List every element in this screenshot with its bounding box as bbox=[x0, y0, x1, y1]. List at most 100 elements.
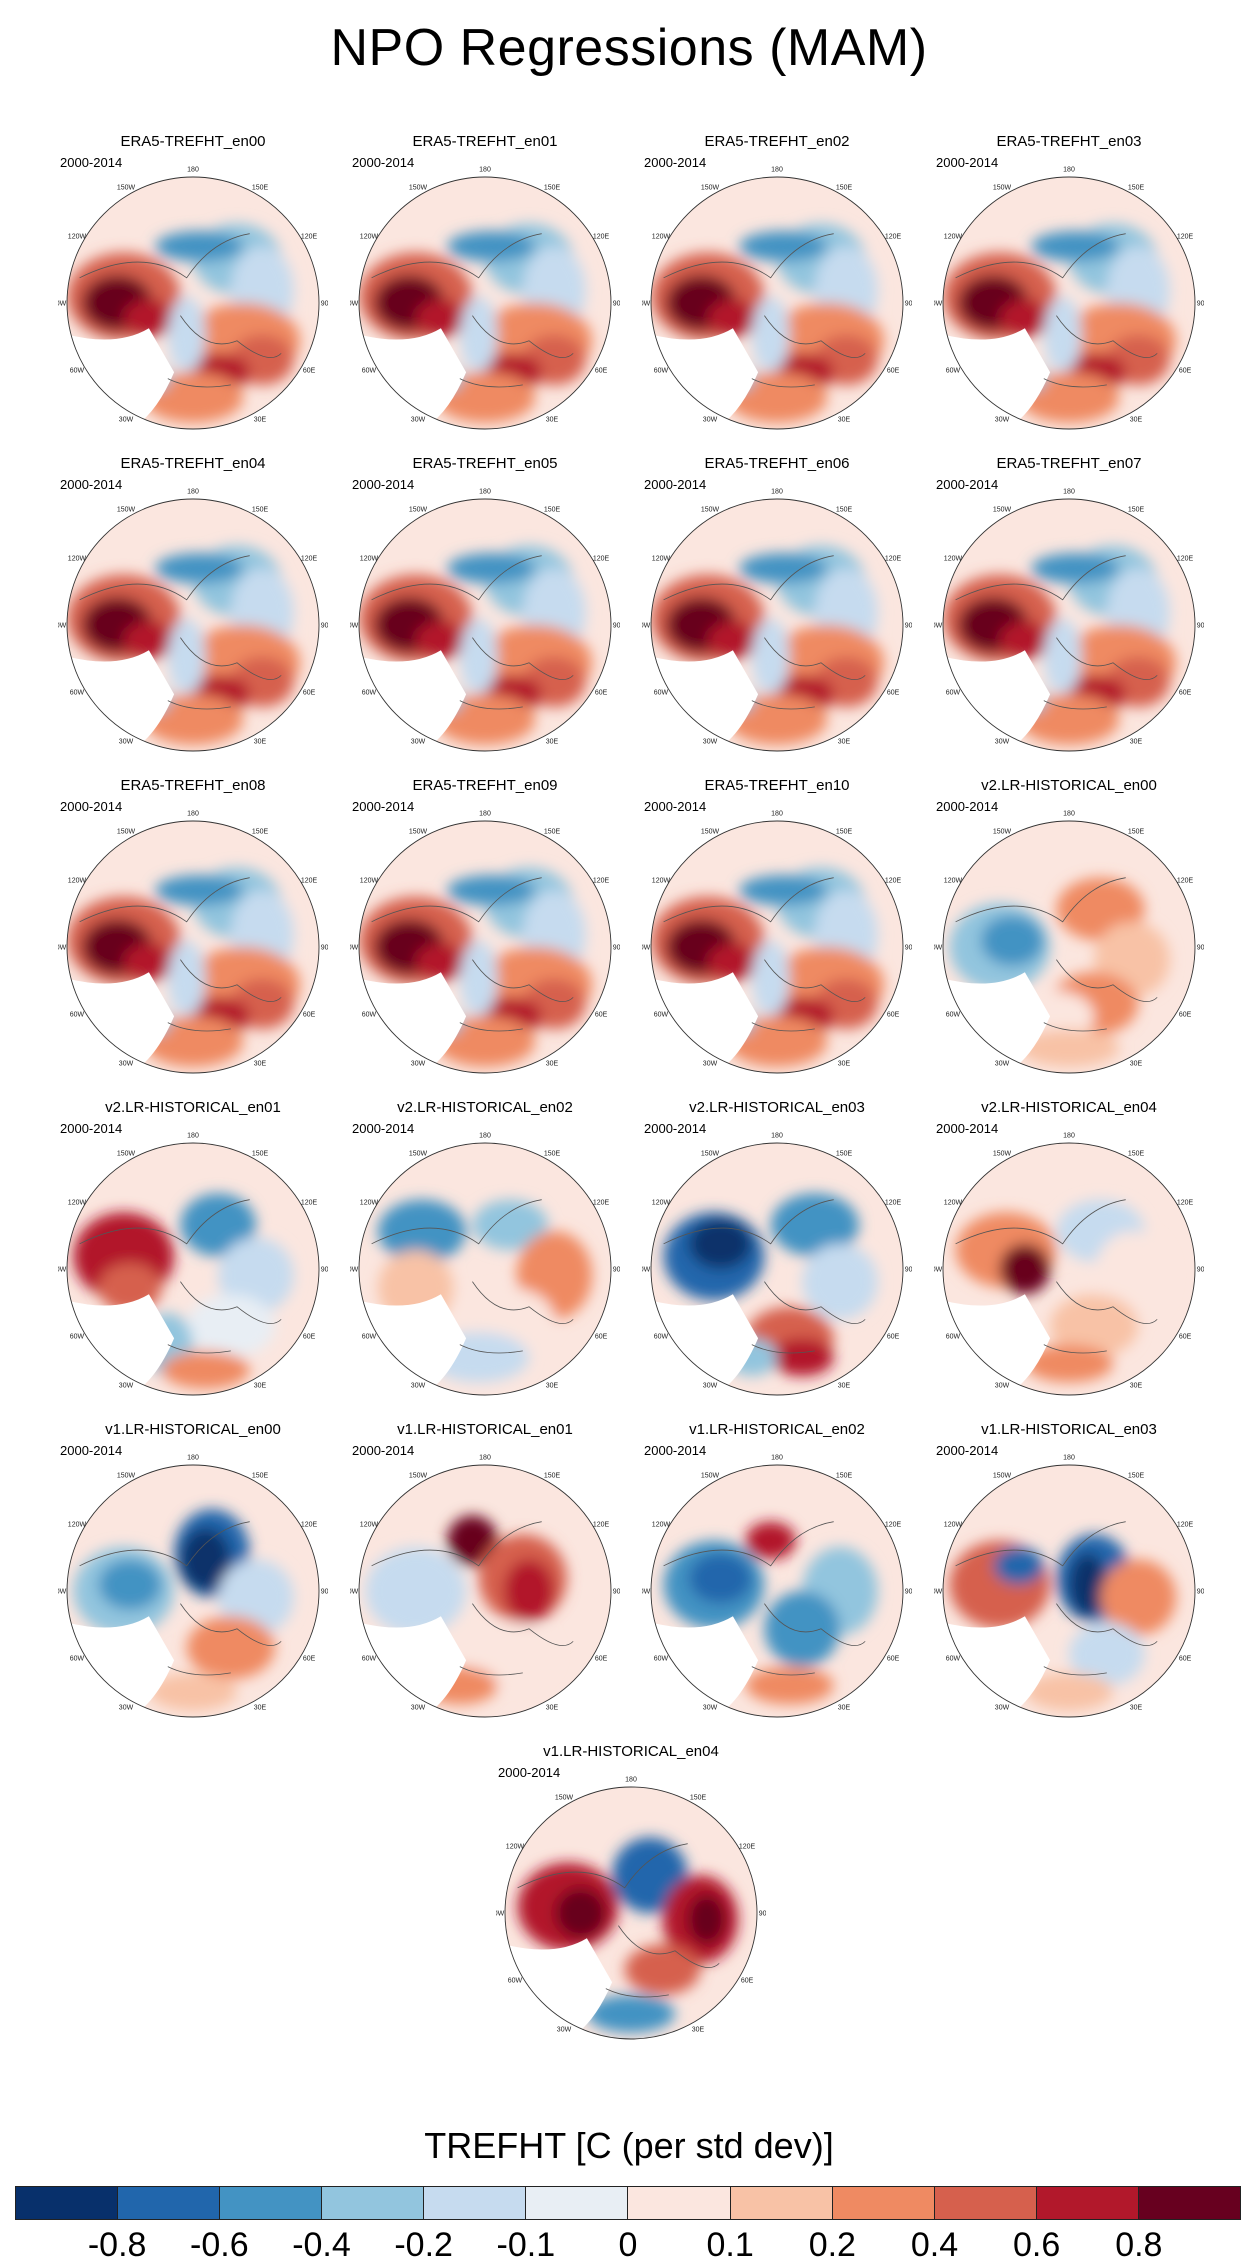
map-panel: 180150E120E90E60E30E030W60W90W120W150WER… bbox=[58, 133, 328, 433]
panel-title: ERA5-TREFHT_en10 bbox=[704, 777, 850, 794]
panel-title: v2.LR-HISTORICAL_en01 bbox=[105, 1099, 281, 1116]
colorbar-swatch bbox=[1138, 2187, 1240, 2219]
anomaly-region bbox=[739, 553, 828, 584]
longitude-label: 180 bbox=[479, 811, 491, 818]
longitude-label: 30E bbox=[254, 1705, 267, 1712]
map-boundary bbox=[66, 176, 320, 430]
panel-title: ERA5-TREFHT_en09 bbox=[412, 777, 558, 794]
map-panel: 180150E120E90E60E30E030W60W90W120W150WER… bbox=[642, 777, 912, 1077]
longitude-label: 150E bbox=[836, 1150, 853, 1157]
anomaly-region bbox=[739, 875, 828, 906]
anomaly-region bbox=[624, 1944, 701, 1995]
map-boundary bbox=[66, 820, 320, 1074]
anomaly-region bbox=[155, 231, 244, 262]
map-boundary bbox=[650, 176, 904, 430]
longitude-label: 150W bbox=[701, 184, 720, 191]
anomaly-region bbox=[745, 1521, 796, 1560]
longitude-label: 30W bbox=[119, 1061, 134, 1068]
colorbar-swatch bbox=[730, 2187, 833, 2219]
longitude-label: 30W bbox=[703, 1705, 718, 1712]
longitude-label: 150E bbox=[252, 184, 269, 191]
anomaly-region bbox=[459, 618, 498, 695]
panel-title: v2.LR-HISTORICAL_en04 bbox=[981, 1099, 1157, 1116]
longitude-label: 30E bbox=[254, 1061, 267, 1068]
anomaly-region bbox=[218, 1237, 294, 1314]
longitude-label: 120E bbox=[301, 1200, 318, 1207]
longitude-label: 60E bbox=[741, 1978, 754, 1985]
longitude-label: 120W bbox=[944, 1200, 963, 1207]
longitude-label: 120E bbox=[301, 556, 318, 563]
anomaly-region bbox=[123, 299, 175, 338]
panel-period: 2000-2014 bbox=[60, 799, 123, 814]
polar-map: 180150E120E90E60E30E030W60W90W120W150W bbox=[642, 1133, 912, 1396]
longitude-label: 180 bbox=[771, 1455, 783, 1462]
longitude-label: 120W bbox=[652, 234, 671, 241]
polar-map: 180150E120E90E60E30E030W60W90W120W150W bbox=[934, 167, 1204, 430]
panel-period: 2000-2014 bbox=[644, 477, 707, 492]
longitude-label: 30E bbox=[546, 1383, 559, 1390]
anomaly-region bbox=[688, 1553, 752, 1604]
longitude-label: 150W bbox=[117, 828, 136, 835]
map-boundary bbox=[66, 1464, 320, 1718]
panel-title: v1.LR-HISTORICAL_en04 bbox=[543, 1743, 719, 1760]
longitude-label: 30W bbox=[995, 1061, 1010, 1068]
anomaly-region bbox=[472, 1199, 548, 1251]
longitude-label: 60E bbox=[595, 690, 608, 697]
longitude-label: 150W bbox=[993, 506, 1012, 513]
longitude-label: 30E bbox=[838, 417, 851, 424]
anomaly-region bbox=[980, 915, 1044, 966]
anomaly-region bbox=[218, 1559, 294, 1636]
longitude-label: 60E bbox=[887, 1012, 900, 1019]
longitude-label: 60W bbox=[654, 368, 669, 375]
panel-period: 2000-2014 bbox=[352, 799, 415, 814]
panel-title: ERA5-TREFHT_en08 bbox=[120, 777, 266, 794]
colorbar-swatch bbox=[16, 2187, 119, 2219]
longitude-label: 30W bbox=[557, 2027, 572, 2034]
longitude-label: 120W bbox=[944, 1522, 963, 1529]
longitude-label: 90E bbox=[613, 945, 620, 952]
map-boundary bbox=[504, 1786, 758, 2040]
longitude-label: 150E bbox=[252, 506, 269, 513]
map-panel: 180150E120E90E60E30E030W60W90W120W150WER… bbox=[350, 133, 620, 433]
polar-map: 180150E120E90E60E30E030W60W90W120W150W bbox=[58, 1133, 328, 1396]
longitude-label: 30W bbox=[411, 1061, 426, 1068]
longitude-label: 90W bbox=[58, 1589, 67, 1596]
longitude-label: 120E bbox=[593, 234, 610, 241]
longitude-label: 30E bbox=[1130, 1061, 1143, 1068]
longitude-label: 30E bbox=[1130, 417, 1143, 424]
longitude-label: 120E bbox=[593, 556, 610, 563]
longitude-label: 90E bbox=[321, 1589, 328, 1596]
panel-title: v2.LR-HISTORICAL_en03 bbox=[689, 1099, 865, 1116]
longitude-label: 90E bbox=[321, 623, 328, 630]
panel-title: ERA5-TREFHT_en06 bbox=[704, 455, 850, 472]
anomaly-region bbox=[999, 621, 1051, 660]
anomaly-region bbox=[751, 296, 790, 373]
longitude-label: 150W bbox=[409, 1150, 428, 1157]
map-panel: 180150E120E90E60E30E030W60W90W120W150Wv2… bbox=[934, 777, 1204, 1077]
colorbar-swatch bbox=[220, 2187, 323, 2219]
polar-map: 180150E120E90E60E30E030W60W90W120W150W bbox=[58, 489, 328, 752]
map-boundary bbox=[650, 498, 904, 752]
anomaly-region bbox=[377, 1199, 467, 1263]
longitude-label: 60W bbox=[946, 690, 961, 697]
colorbar-swatch bbox=[118, 2187, 221, 2219]
anomaly-region bbox=[155, 875, 244, 906]
longitude-label: 120E bbox=[885, 1522, 902, 1529]
map-boundary bbox=[66, 1142, 320, 1396]
longitude-label: 120W bbox=[652, 878, 671, 885]
longitude-label: 30E bbox=[546, 417, 559, 424]
longitude-label: 60E bbox=[887, 1334, 900, 1341]
anomaly-region bbox=[751, 618, 790, 695]
longitude-label: 90E bbox=[759, 1911, 766, 1918]
longitude-label: 120W bbox=[360, 1200, 379, 1207]
longitude-label: 90W bbox=[58, 623, 67, 630]
longitude-label: 60W bbox=[654, 1656, 669, 1663]
colorbar-tick-label: 0 bbox=[618, 2226, 638, 2264]
longitude-label: 120E bbox=[1177, 234, 1194, 241]
longitude-label: 120E bbox=[739, 1844, 756, 1851]
longitude-label: 150E bbox=[1128, 184, 1145, 191]
longitude-label: 30W bbox=[703, 1383, 718, 1390]
anomaly-region bbox=[751, 940, 790, 1017]
longitude-label: 120W bbox=[68, 234, 87, 241]
longitude-label: 120W bbox=[68, 1522, 87, 1529]
